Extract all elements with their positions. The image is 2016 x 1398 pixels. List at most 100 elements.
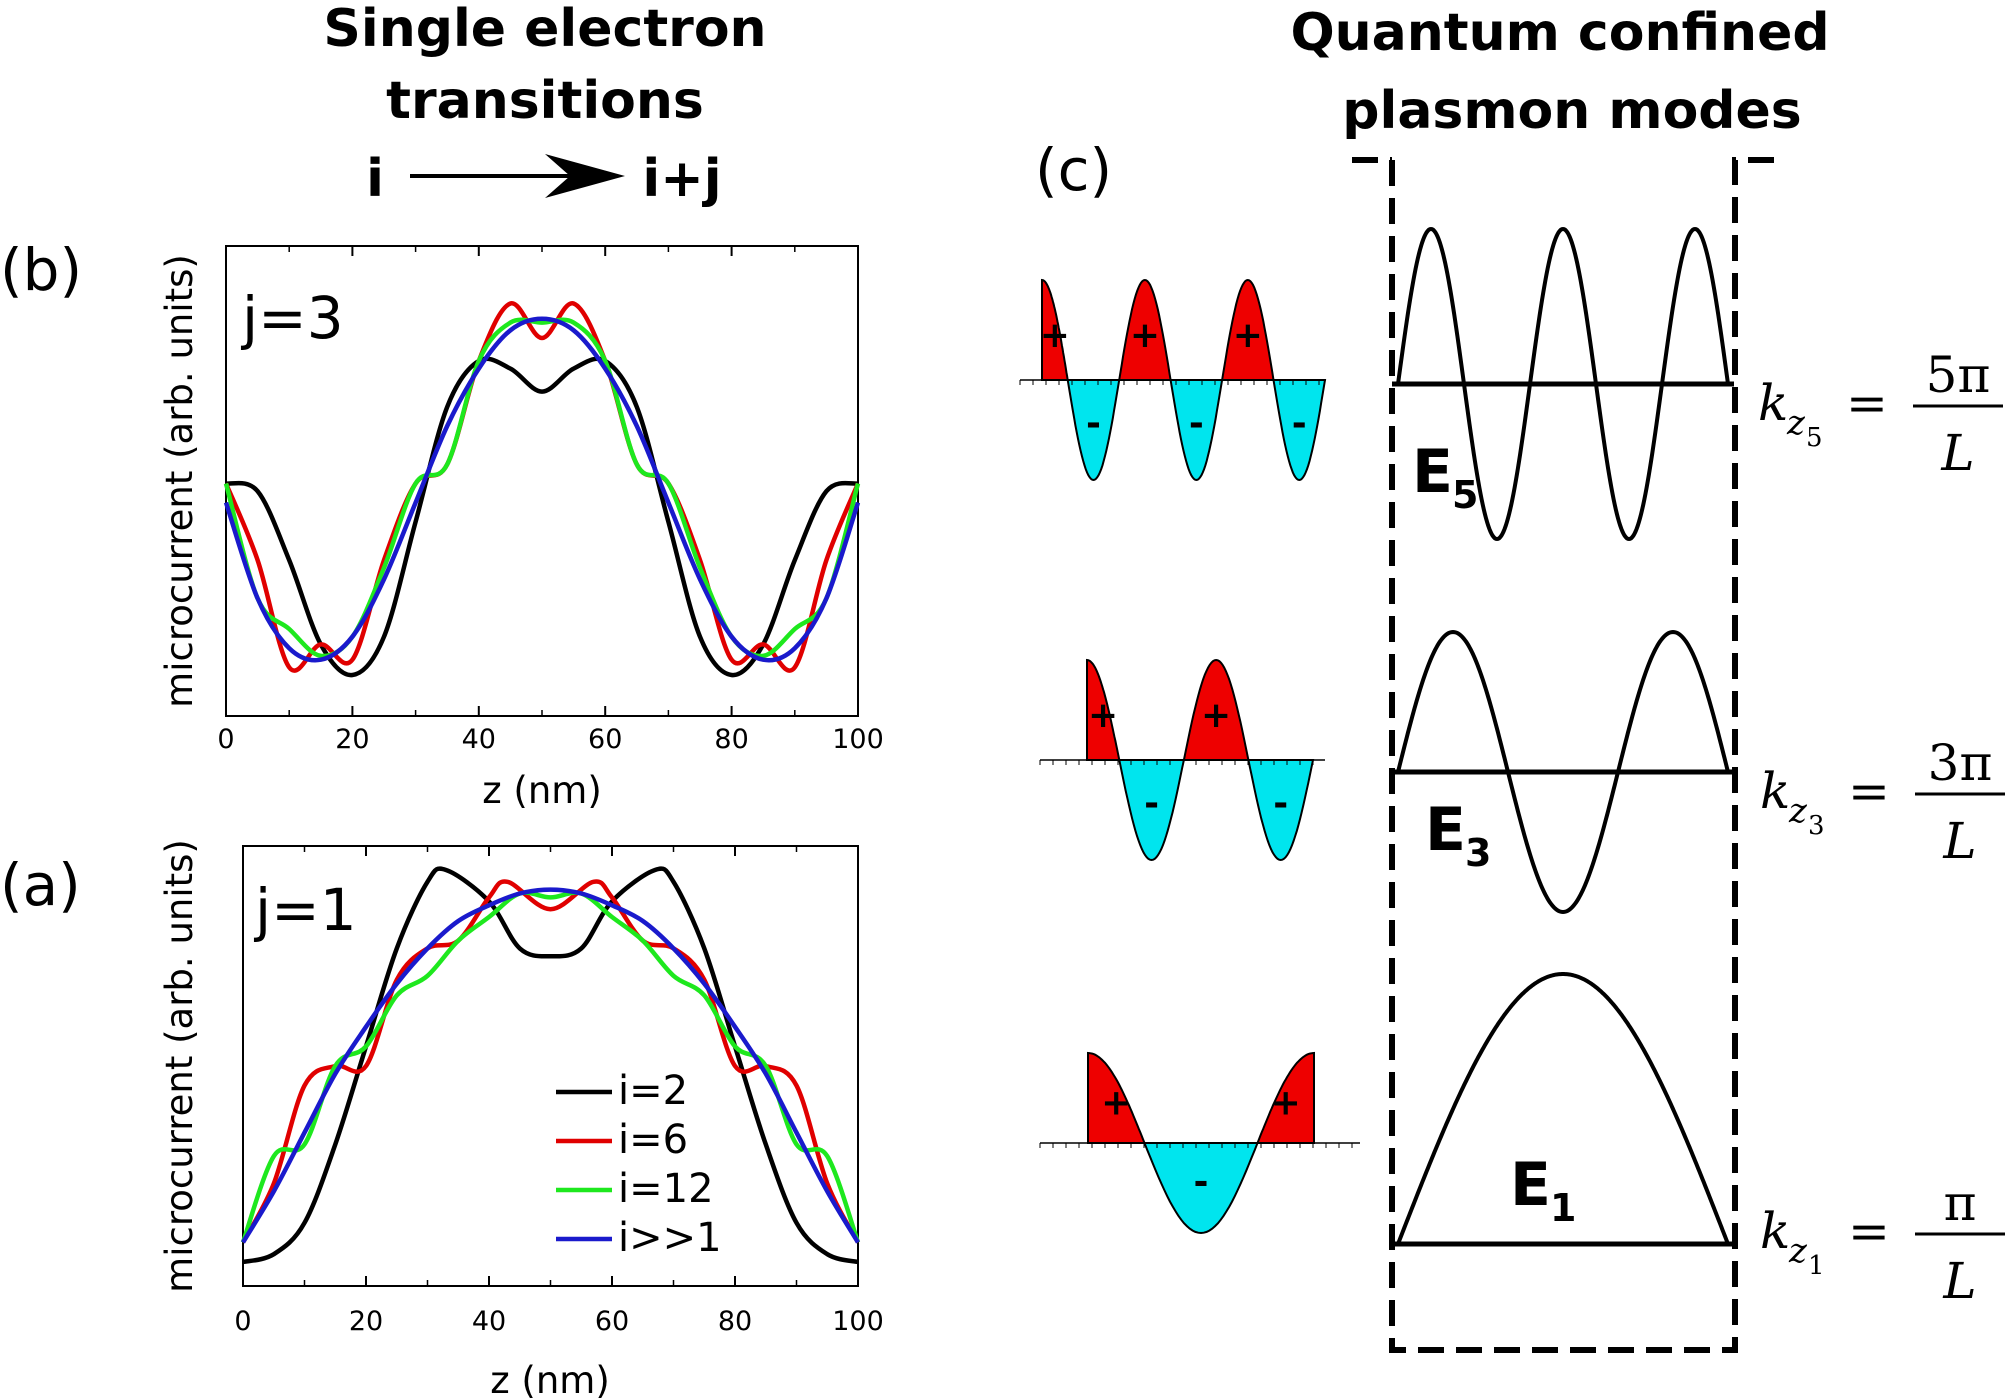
header-right-line2: plasmon modes: [1342, 81, 1801, 141]
positive-lobe: [1118, 278, 1172, 381]
minus-sign: -: [1189, 403, 1204, 444]
x-tick-label: 20: [335, 724, 369, 755]
j-label: j=3: [240, 284, 344, 352]
x-tick-label: 100: [832, 724, 884, 755]
numerator: 3π: [1928, 734, 1993, 792]
j-label: j=1: [253, 876, 357, 944]
minus-sign: -: [1086, 403, 1101, 444]
k-equation-1: kz 1 = πL: [1760, 1174, 2005, 1310]
energy-index-e3: 3: [1465, 831, 1491, 875]
k-equation-3: kz 3 = 3π L: [1760, 734, 2005, 870]
legend: i=2i=6i=12i>>1: [556, 1068, 722, 1261]
k-letter: k: [1760, 1202, 1790, 1260]
x-tick-marks: [242, 846, 859, 1286]
x-axis-label: z (nm): [490, 1359, 610, 1398]
legend-entry: i=2: [618, 1068, 688, 1114]
header-left-line1: Single electron: [323, 0, 766, 59]
denominator: L: [1940, 424, 1974, 482]
panel-label-b: (b): [0, 236, 82, 304]
positive-lobe: [1041, 278, 1069, 381]
header-left-from: i: [366, 149, 384, 209]
header-right: Quantum confined plasmon modes: [1290, 3, 1829, 141]
header-left-to: i+j: [642, 149, 721, 209]
x-tick-labels: 0 20 40 60 80 100: [217, 724, 883, 755]
transition-arrow-head: [545, 154, 625, 198]
series-line-i12: [240, 890, 861, 1244]
header-right-line1: Quantum confined: [1290, 3, 1829, 63]
k-subsub: 3: [1808, 811, 1825, 841]
x-tick-label: 80: [718, 1306, 752, 1337]
confinement-box: [1389, 157, 1780, 1353]
minus-sign: -: [1144, 783, 1159, 824]
panel-label-a: (a): [0, 851, 81, 919]
plus-sign: +: [1201, 695, 1231, 736]
minus-sign: -: [1194, 1162, 1209, 1203]
panel-label-c: (c): [1035, 136, 1112, 204]
header-left: Single electron transitions i i+j: [323, 0, 766, 209]
chart-b: 0 20 40 60 80 100 j=3 z (nm) microcurrent (ar…: [158, 245, 884, 812]
k-sub: z: [1788, 791, 1808, 831]
k-sub: z: [1786, 403, 1806, 443]
k-equation-5: kz 5 = 5π L: [1758, 346, 2003, 482]
series-lines: [223, 301, 861, 678]
k-letter: k: [1760, 762, 1790, 820]
k-sub: z: [1788, 1231, 1808, 1271]
charge-distributions: + - + - + - + - + - + - +: [1019, 278, 1360, 1235]
mode-wave-e1: [1396, 972, 1730, 1245]
plus-sign: +: [1130, 315, 1160, 356]
plus-sign: +: [1101, 1083, 1131, 1124]
x-axis-label: z (nm): [482, 769, 602, 812]
positive-lobe: [1256, 1051, 1315, 1144]
k-subsub: 5: [1806, 423, 1823, 453]
y-axis-label: microcurrent (arb. units): [158, 839, 201, 1293]
series-line-i12: [223, 317, 861, 659]
x-tick-label: 100: [832, 1306, 884, 1337]
energy-label-e1: E: [1510, 1150, 1551, 1220]
plus-sign: +: [1088, 695, 1118, 736]
energy-index-e5: 5: [1452, 473, 1478, 517]
plus-sign: +: [1233, 315, 1263, 356]
energy-label-e5: E: [1412, 437, 1453, 507]
x-tick-marks: [225, 246, 859, 716]
plus-sign: +: [1271, 1083, 1301, 1124]
x-tick-label: 0: [217, 724, 234, 755]
x-tick-label: 80: [714, 724, 748, 755]
denominator: L: [1942, 1252, 1976, 1310]
x-tick-label: 60: [595, 1306, 629, 1337]
charge-density-e3: + - + -: [1039, 658, 1325, 862]
negative-lobe: [1247, 759, 1315, 862]
x-tick-label: 0: [234, 1306, 251, 1337]
equals-sign: =: [1848, 1202, 1890, 1260]
positive-lobe: [1220, 278, 1275, 381]
legend-entry: i=6: [618, 1117, 688, 1163]
chart-a: 0 20 40 60 80 100 j=1 z (nm) microcurrent (ar…: [158, 839, 884, 1398]
x-tick-label: 40: [472, 1306, 506, 1337]
charge-density-e5: + - + - + -: [1019, 278, 1327, 482]
series-line-i1: [241, 887, 860, 1244]
mode-wave-e3: [1396, 629, 1730, 915]
x-tick-label: 60: [588, 724, 622, 755]
energy-label-e3: E: [1425, 795, 1466, 865]
plus-sign: +: [1040, 315, 1070, 356]
charge-density-e1: + - +: [1039, 1051, 1360, 1235]
x-tick-label: 40: [462, 724, 496, 755]
equals-sign: =: [1846, 374, 1888, 432]
legend-entry: i>>1: [618, 1215, 722, 1261]
energy-index-e1: 1: [1550, 1186, 1576, 1230]
series-lines: [240, 866, 861, 1265]
positive-lobe: [1087, 1051, 1146, 1144]
series-line-i1: [223, 316, 861, 663]
series-line-i2: [242, 866, 859, 1265]
y-axis-label: microcurrent (arb. units): [158, 254, 201, 708]
minus-sign: -: [1292, 403, 1307, 444]
numerator: π: [1944, 1174, 1977, 1232]
series-line-i6: [223, 301, 861, 673]
equals-sign: =: [1848, 762, 1890, 820]
k-letter: k: [1758, 374, 1788, 432]
header-left-line2: transitions: [386, 71, 704, 131]
denominator: L: [1942, 812, 1976, 870]
x-tick-label: 20: [349, 1306, 383, 1337]
series-line-i2: [225, 356, 859, 678]
positive-lobe: [1086, 658, 1121, 761]
